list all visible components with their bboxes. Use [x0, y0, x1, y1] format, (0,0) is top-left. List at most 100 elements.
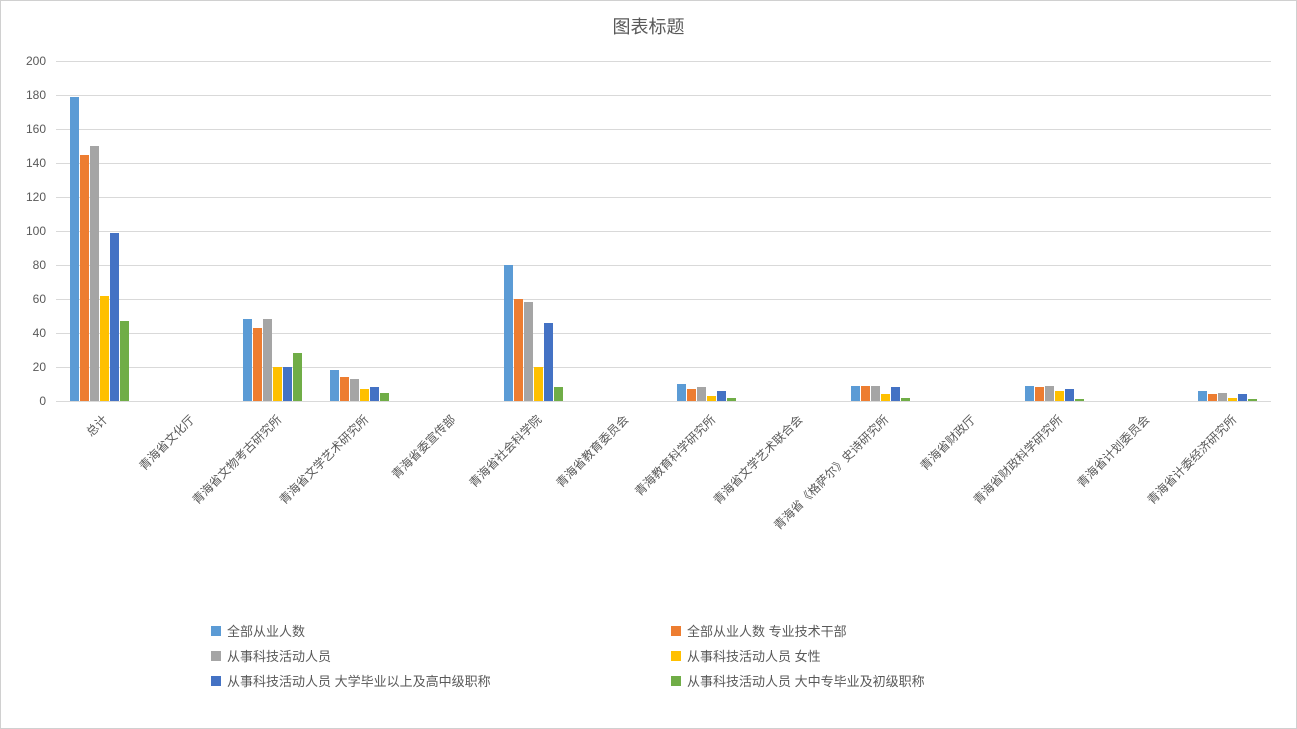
legend-swatch	[671, 676, 681, 686]
gridline	[56, 333, 1271, 334]
bar	[554, 387, 563, 401]
x-tick-label: 青海省计划委员会	[1073, 411, 1153, 491]
bar-group	[504, 265, 563, 401]
bar	[504, 265, 513, 401]
bar	[901, 398, 910, 401]
bar	[1065, 389, 1074, 401]
bar	[100, 296, 109, 401]
gridline	[56, 401, 1271, 402]
bar-group	[70, 97, 129, 401]
legend-item: 从事科技活动人员	[211, 646, 651, 665]
bar	[283, 367, 292, 401]
x-tick-label: 青海省社会科学院	[465, 411, 545, 491]
bar	[1218, 393, 1227, 402]
bar-group	[1025, 386, 1084, 401]
y-tick-label: 40	[6, 326, 46, 340]
legend-swatch	[211, 651, 221, 661]
bar-group	[330, 370, 389, 401]
gridline	[56, 95, 1271, 96]
y-tick-label: 20	[6, 360, 46, 374]
bar	[1228, 398, 1237, 401]
legend-label: 全部从业人数 专业技术干部	[687, 621, 847, 640]
gridline	[56, 61, 1271, 62]
bar	[881, 394, 890, 401]
x-tick-label: 青海省文学艺术联合会	[709, 411, 806, 508]
y-tick-label: 0	[6, 394, 46, 408]
bar-group	[243, 319, 302, 401]
bar	[80, 155, 89, 402]
bar-group	[677, 384, 736, 401]
gridline	[56, 129, 1271, 130]
bar	[1198, 391, 1207, 401]
gridline	[56, 367, 1271, 368]
gridline	[56, 163, 1271, 164]
y-tick-label: 120	[6, 190, 46, 204]
x-tick-label: 总计	[82, 411, 111, 440]
legend-swatch	[671, 626, 681, 636]
bar-group	[1198, 391, 1257, 401]
legend: 全部从业人数 全部从业人数 专业技术干部从事科技活动人员 从事科技活动人员 女性从事…	[211, 621, 1111, 690]
bar	[350, 379, 359, 401]
y-tick-label: 60	[6, 292, 46, 306]
bar	[851, 386, 860, 401]
x-tick-label: 青海省计委经济研究所	[1143, 411, 1240, 508]
bar	[1055, 391, 1064, 401]
bar	[1248, 399, 1257, 401]
legend-item: 全部从业人数 专业技术干部	[671, 621, 1111, 640]
bar	[1045, 386, 1054, 401]
gridline	[56, 299, 1271, 300]
bar	[544, 323, 553, 401]
legend-item: 从事科技活动人员 大中专毕业及初级职称	[671, 671, 1111, 690]
bar	[697, 387, 706, 401]
bar	[524, 302, 533, 401]
bar	[891, 387, 900, 401]
bar	[861, 386, 870, 401]
legend-label: 从事科技活动人员 大中专毕业及初级职称	[687, 671, 925, 690]
bar	[717, 391, 726, 401]
bar	[340, 377, 349, 401]
bar	[707, 396, 716, 401]
bar	[380, 393, 389, 402]
legend-item: 从事科技活动人员 大学毕业以上及高中级职称	[211, 671, 651, 690]
legend-label: 从事科技活动人员	[227, 646, 331, 665]
x-tick-label: 青海省文学艺术研究所	[275, 411, 372, 508]
bar	[110, 233, 119, 401]
bar	[90, 146, 99, 401]
legend-label: 从事科技活动人员 大学毕业以上及高中级职称	[227, 671, 491, 690]
x-tick-label: 青海教育科学研究所	[631, 411, 719, 499]
legend-swatch	[211, 626, 221, 636]
x-tick-label: 青海省财政厅	[916, 411, 979, 474]
bar	[263, 319, 272, 401]
gridline	[56, 197, 1271, 198]
bar	[534, 367, 543, 401]
bar	[370, 387, 379, 401]
bar	[1075, 399, 1084, 401]
bar	[273, 367, 282, 401]
y-tick-label: 100	[6, 224, 46, 238]
bar	[1208, 394, 1217, 401]
x-tick-label: 青海省委宣传部	[387, 411, 458, 482]
chart-title: 图表标题	[1, 1, 1296, 39]
x-tick-label: 青海省文物考古研究所	[188, 411, 285, 508]
bar	[360, 389, 369, 401]
bar	[871, 386, 880, 401]
bar	[727, 398, 736, 401]
bar	[514, 299, 523, 401]
gridline	[56, 265, 1271, 266]
y-tick-label: 140	[6, 156, 46, 170]
legend-label: 全部从业人数	[227, 621, 305, 640]
bar	[120, 321, 129, 401]
bar	[253, 328, 262, 401]
legend-item: 从事科技活动人员 女性	[671, 646, 1111, 665]
legend-swatch	[211, 676, 221, 686]
legend-item: 全部从业人数	[211, 621, 651, 640]
bar-group	[851, 386, 910, 401]
x-tick-label: 青海省文化厅	[135, 411, 198, 474]
bar	[293, 353, 302, 401]
y-tick-label: 200	[6, 54, 46, 68]
bar	[1025, 386, 1034, 401]
y-tick-label: 160	[6, 122, 46, 136]
bar	[687, 389, 696, 401]
bar	[330, 370, 339, 401]
y-tick-label: 180	[6, 88, 46, 102]
